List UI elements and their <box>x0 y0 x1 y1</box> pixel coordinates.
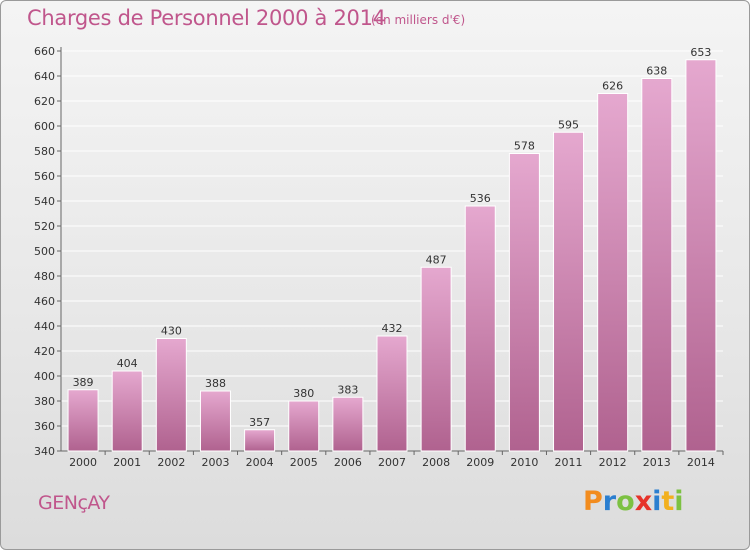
commune-name: GENçAY <box>38 492 110 514</box>
value-label-2014: 653 <box>690 46 711 59</box>
value-label-2005: 380 <box>293 387 314 400</box>
x-tick-label-2000: 2000 <box>69 456 97 469</box>
bar-2014 <box>685 59 717 452</box>
x-tick-label-2009: 2009 <box>466 456 494 469</box>
x-tick-label-2001: 2001 <box>113 456 141 469</box>
logo-letter: P <box>583 486 603 517</box>
value-label-2010: 578 <box>514 140 535 153</box>
logo-letter: t <box>661 486 675 517</box>
x-tick-label-2004: 2004 <box>246 456 274 469</box>
bar-2010 <box>508 153 540 452</box>
value-label-2011: 595 <box>558 118 579 131</box>
value-label-2012: 626 <box>602 80 623 93</box>
x-tick-label-2011: 2011 <box>555 456 583 469</box>
value-label-2003: 388 <box>205 377 226 390</box>
y-tick-label: 400 <box>34 370 55 383</box>
bar-2002 <box>155 338 187 452</box>
x-tick-label-2002: 2002 <box>157 456 185 469</box>
bar-2004 <box>244 429 276 452</box>
bar-2011 <box>553 131 585 452</box>
y-tick-label: 660 <box>34 45 55 58</box>
x-tick-label-2013: 2013 <box>643 456 671 469</box>
y-tick-label: 580 <box>34 145 55 158</box>
logo-letter: o <box>616 486 635 517</box>
value-label-2004: 357 <box>249 416 270 429</box>
x-tick-label-2007: 2007 <box>378 456 406 469</box>
bar-2013 <box>641 78 673 452</box>
bar-2000 <box>67 389 99 452</box>
logo-letter: i <box>652 486 662 517</box>
value-label-2009: 536 <box>470 192 491 205</box>
y-tick-label: 620 <box>34 95 55 108</box>
logo-letter: x <box>634 486 653 517</box>
x-tick-label-2008: 2008 <box>422 456 450 469</box>
x-tick-label-2005: 2005 <box>290 456 318 469</box>
y-tick-label: 480 <box>34 270 55 283</box>
x-tick-label-2003: 2003 <box>201 456 229 469</box>
bar-2008 <box>420 266 452 452</box>
x-tick-label-2010: 2010 <box>510 456 538 469</box>
y-tick-label: 440 <box>34 320 55 333</box>
bars <box>67 59 717 452</box>
chart-title: Charges de Personnel 2000 à 2014 <box>27 6 386 30</box>
x-tick-label-2014: 2014 <box>687 456 715 469</box>
value-label-2013: 638 <box>646 65 667 78</box>
x-tick-label-2006: 2006 <box>334 456 362 469</box>
value-label-2000: 389 <box>73 376 94 389</box>
x-axis-tick-labels: 2000 2001 2002 2003 2004 2005 2006 2007 2008 2009… <box>69 451 724 469</box>
y-axis-tick-labels: 340 360 380 400 420 440 460 480 500 520 540 560 580 6… <box>34 45 55 458</box>
logo-letter: i <box>674 486 684 517</box>
bar-2003 <box>199 390 231 452</box>
y-tick-label: 560 <box>34 170 55 183</box>
bar-2005 <box>288 400 320 452</box>
y-tick-label: 600 <box>34 120 55 133</box>
proxiti-logo: Proxiti <box>583 486 684 517</box>
value-label-2008: 487 <box>426 253 447 266</box>
y-tick-label: 340 <box>34 445 55 458</box>
bar-value-labels: 389 404 430 388 357 380 383 432 487 536 578 595 626 6… <box>73 46 712 429</box>
x-tick-label-2012: 2012 <box>599 456 627 469</box>
bar-2007 <box>376 335 408 452</box>
y-tick-label: 500 <box>34 245 55 258</box>
value-label-2001: 404 <box>117 357 138 370</box>
y-tick-label: 360 <box>34 420 55 433</box>
value-label-2007: 432 <box>382 322 403 335</box>
bar-2006 <box>332 396 364 452</box>
y-tick-label: 420 <box>34 345 55 358</box>
y-tick-label: 540 <box>34 195 55 208</box>
bar-2012 <box>597 93 629 452</box>
bar-2001 <box>111 370 143 452</box>
y-tick-label: 380 <box>34 395 55 408</box>
value-label-2002: 430 <box>161 325 182 338</box>
logo-letter: r <box>602 486 617 517</box>
chart-subtitle: (en milliers d'€) <box>371 13 466 27</box>
bar-2009 <box>464 205 496 452</box>
value-label-2006: 383 <box>337 383 358 396</box>
y-tick-label: 640 <box>34 70 55 83</box>
y-tick-label: 460 <box>34 295 55 308</box>
y-tick-label: 520 <box>34 220 55 233</box>
